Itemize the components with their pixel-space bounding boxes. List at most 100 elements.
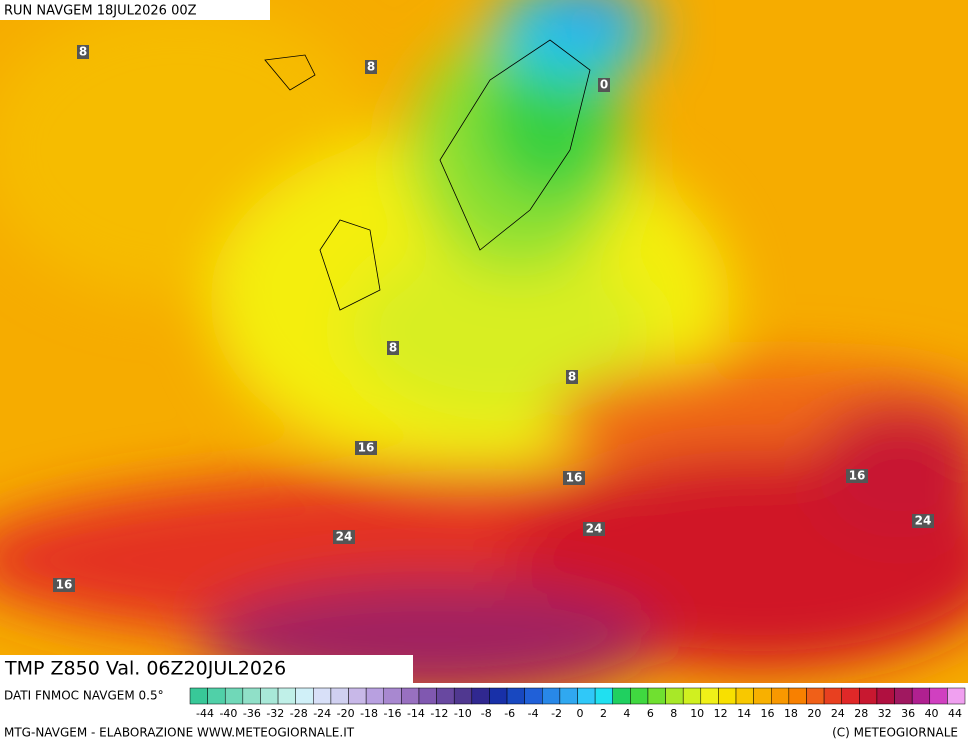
color-swatch: [735, 687, 754, 705]
contour-label: 8: [568, 370, 576, 384]
scale-label: -40: [219, 707, 237, 720]
scale-label: 10: [690, 707, 704, 720]
color-swatch: [365, 687, 384, 705]
color-swatch: [823, 687, 842, 705]
scale-label: -4: [528, 707, 539, 720]
color-swatch: [330, 687, 349, 705]
scale-label: -10: [454, 707, 472, 720]
scale-label: 32: [878, 707, 892, 720]
color-swatch: [894, 687, 913, 705]
scale-label: -6: [504, 707, 515, 720]
contour-label: 8: [367, 60, 375, 74]
scale-label: -14: [407, 707, 425, 720]
scale-label: -28: [290, 707, 308, 720]
color-swatch: [876, 687, 895, 705]
contour-label: 16: [849, 469, 866, 483]
color-swatch: [436, 687, 455, 705]
scale-label: 14: [737, 707, 751, 720]
color-swatch: [718, 687, 737, 705]
scale-label: 20: [807, 707, 821, 720]
coastline: [264, 39, 591, 311]
contour-labels: 8 8 0 8 8 16 16 16 24 24 24 16: [53, 45, 934, 592]
color-swatch: [260, 687, 279, 705]
color-swatch: [418, 687, 437, 705]
color-swatch: [594, 687, 613, 705]
contour-label: 8: [389, 341, 397, 355]
color-swatch: [559, 687, 578, 705]
color-swatch: [700, 687, 719, 705]
scale-label: 4: [623, 707, 630, 720]
color-swatch: [453, 687, 473, 705]
scale-label: -16: [384, 707, 402, 720]
color-swatch: [612, 687, 631, 705]
color-swatch: [471, 687, 490, 705]
contour-label: 0: [600, 78, 608, 92]
color-swatch: [841, 687, 860, 705]
color-swatch: [348, 687, 367, 705]
contour-label: 16: [566, 471, 583, 485]
color-swatch: [313, 687, 332, 705]
scale-label: -20: [337, 707, 355, 720]
map-title: TMP Z850 Val. 06Z20JUL2026: [4, 658, 286, 680]
scale-label: -24: [313, 707, 331, 720]
scale-label: -12: [430, 707, 448, 720]
color-swatch: [788, 687, 807, 705]
temperature-field: [0, 0, 968, 700]
color-swatch: [224, 687, 244, 705]
color-swatch: [542, 687, 561, 705]
scale-label: 2: [600, 707, 607, 720]
run-label: RUN NAVGEM 18JUL2026 00Z: [4, 4, 197, 19]
scale-label: 6: [647, 707, 654, 720]
color-scale: -44 -40 -36 -32 -28 -24 -20 -18 -16 -14 -12 -10 -8 -6…: [189, 687, 966, 720]
contour-label: 24: [586, 522, 603, 536]
scale-label: -18: [360, 707, 378, 720]
scale-label: 36: [901, 707, 915, 720]
footer-right: (C) METEOGIORNALE: [832, 726, 958, 740]
contour-label: 24: [915, 514, 932, 528]
scale-label: 18: [784, 707, 798, 720]
color-swatch: [277, 687, 296, 705]
color-swatch: [947, 687, 966, 705]
color-swatch: [295, 687, 314, 705]
contour-label: 16: [358, 441, 375, 455]
footer-left: MTG-NAVGEM - ELABORAZIONE WWW.METEOGIORN…: [4, 726, 355, 740]
scale-label: -44: [196, 707, 214, 720]
scale-label: -2: [551, 707, 562, 720]
color-swatch: [630, 687, 649, 705]
color-swatch: [771, 687, 790, 705]
color-swatch: [859, 687, 878, 705]
scale-label: 44: [948, 707, 962, 720]
scale-label: -32: [266, 707, 284, 720]
title-box: [0, 655, 413, 683]
color-swatch: [911, 687, 931, 705]
scale-label: 16: [761, 707, 775, 720]
scale-label: -36: [243, 707, 261, 720]
scale-label: 8: [670, 707, 677, 720]
contour-label: 8: [79, 45, 87, 59]
color-swatch: [242, 687, 261, 705]
source-label: DATI FNMOC NAVGEM 0.5°: [4, 689, 164, 703]
color-swatch: [647, 687, 666, 705]
color-swatch: [383, 687, 402, 705]
color-swatch: [401, 687, 420, 705]
scale-label: 0: [577, 707, 584, 720]
color-swatch: [806, 687, 825, 705]
contour-label: 24: [336, 530, 353, 544]
scale-label: 28: [854, 707, 868, 720]
color-swatch: [189, 687, 208, 705]
color-swatch: [524, 687, 543, 705]
color-swatch: [665, 687, 684, 705]
color-swatch: [929, 687, 948, 705]
color-swatch: [577, 687, 596, 705]
color-swatch: [489, 687, 508, 705]
color-swatch: [207, 687, 226, 705]
scale-label: 40: [925, 707, 939, 720]
scale-label: 12: [714, 707, 728, 720]
color-swatch: [682, 687, 702, 705]
color-swatch: [506, 687, 525, 705]
contour-label: 16: [56, 578, 73, 592]
scale-label: -8: [481, 707, 492, 720]
scale-label: 24: [831, 707, 845, 720]
color-swatch: [753, 687, 772, 705]
